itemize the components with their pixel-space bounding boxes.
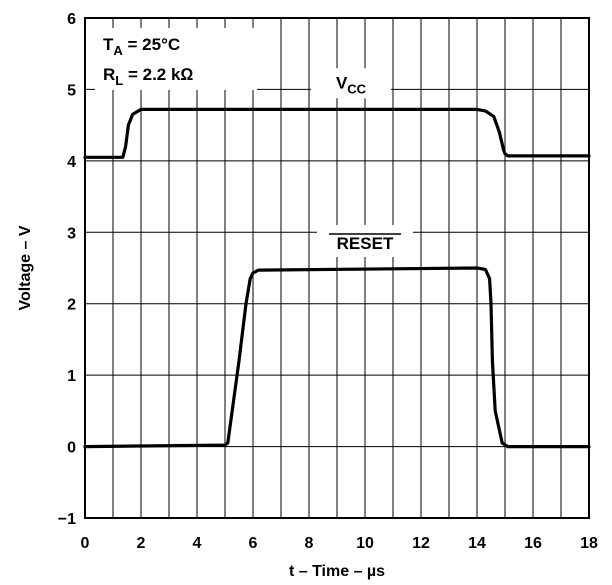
y-tick-label: 0 bbox=[67, 440, 76, 457]
y-tick-label: 1 bbox=[67, 368, 76, 385]
x-tick-labels: 0 2 4 6 8 10 12 14 16 18 bbox=[81, 535, 598, 552]
load-resistance-annotation: RL = 2.2 kΩ bbox=[103, 65, 193, 88]
rl-value: = 2.2 kΩ bbox=[123, 65, 193, 84]
annotation-background bbox=[95, 28, 257, 90]
y-tick-label: 6 bbox=[67, 11, 76, 28]
y-tick-label: −1 bbox=[58, 511, 76, 528]
x-tick-label: 18 bbox=[580, 535, 598, 552]
rl-main: R bbox=[103, 65, 115, 84]
x-tick-label: 2 bbox=[137, 535, 146, 552]
y-tick-labels: −1 0 1 2 3 4 5 6 bbox=[58, 11, 76, 528]
vcc-label-subscript: CC bbox=[347, 81, 366, 96]
y-tick-label: 2 bbox=[67, 297, 76, 314]
vcc-label-text: VCC bbox=[336, 73, 367, 96]
rl-subscript: L bbox=[115, 73, 123, 88]
x-axis-title: t – Time – µs bbox=[289, 563, 385, 580]
x-tick-label: 12 bbox=[412, 535, 430, 552]
ta-subscript: A bbox=[113, 43, 123, 58]
reset-curve bbox=[83, 266, 591, 449]
x-tick-label: 8 bbox=[305, 535, 314, 552]
conditions-annotation: TA = 25°C RL = 2.2 kΩ bbox=[95, 28, 257, 90]
x-tick-label: 4 bbox=[193, 535, 202, 552]
reset-label-text: RESET bbox=[337, 234, 394, 253]
y-axis-title: Voltage – V bbox=[17, 225, 34, 310]
series-curves bbox=[83, 107, 591, 449]
x-tick-label: 10 bbox=[356, 535, 374, 552]
plot-frame bbox=[84, 17, 590, 519]
x-tick-label: 0 bbox=[81, 535, 90, 552]
x-tick-label: 16 bbox=[524, 535, 542, 552]
ta-value: = 25°C bbox=[123, 35, 180, 54]
y-tick-label: 3 bbox=[67, 225, 76, 242]
reset-series-label: RESET bbox=[317, 225, 413, 257]
x-tick-label: 14 bbox=[468, 535, 486, 552]
vcc-curve bbox=[83, 107, 591, 159]
y-tick-label: 4 bbox=[67, 154, 76, 171]
vcc-label-main: V bbox=[336, 73, 348, 92]
ta-main: T bbox=[103, 35, 114, 54]
y-tick-label: 5 bbox=[67, 82, 76, 99]
vcc-series-label: VCC bbox=[311, 68, 391, 99]
x-tick-label: 6 bbox=[249, 535, 258, 552]
temperature-annotation: TA = 25°C bbox=[103, 35, 180, 58]
vcc-label-background bbox=[311, 68, 391, 99]
reset-label-background bbox=[317, 225, 413, 257]
